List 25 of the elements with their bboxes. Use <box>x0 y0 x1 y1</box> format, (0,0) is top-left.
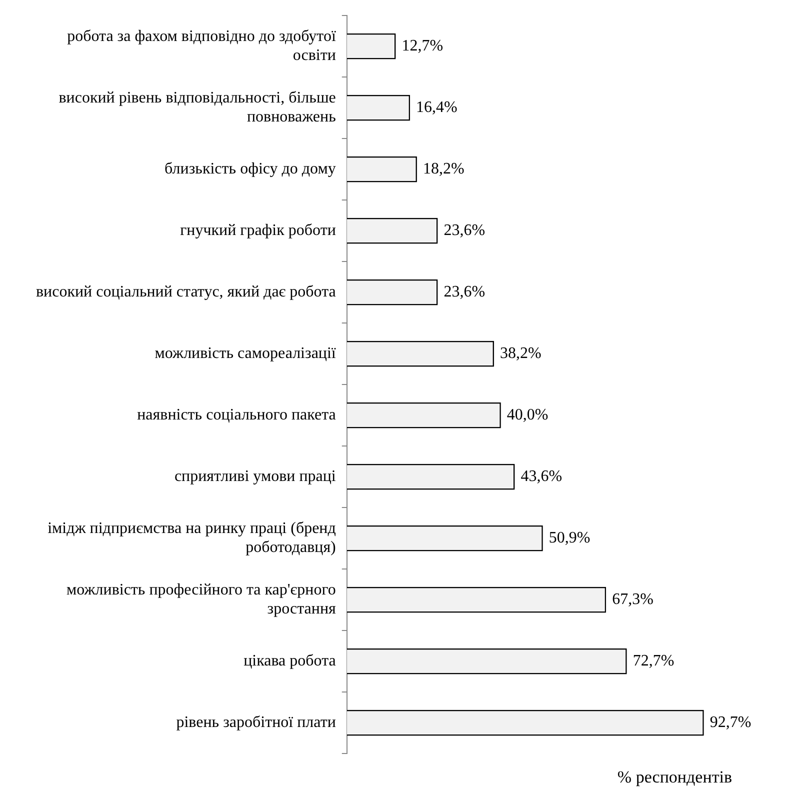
x-axis-title: % респондентів <box>617 767 732 786</box>
y-tick-label: близькість офісу до дому <box>164 160 336 178</box>
y-tick-label: сприятливі умови праці <box>174 468 336 486</box>
data-label: 40,0% <box>506 406 548 424</box>
y-tick-label: імідж підприємства на ринку праці (бренд роботодавця) <box>48 520 336 556</box>
data-label: 72,7% <box>632 652 674 670</box>
y-tick-label: високий соціальний статус, який дає робота <box>36 284 336 301</box>
data-label: 12,7% <box>402 38 444 55</box>
data-label: 23,6% <box>444 284 486 301</box>
data-label: 67,3% <box>612 591 654 608</box>
data-label: 43,6% <box>520 468 562 486</box>
data-label: 92,7% <box>710 714 752 732</box>
y-tick-label: робота за фахом відповідно до здобутої освіти <box>67 28 336 64</box>
y-tick-label: рівень заробітної плати <box>176 714 336 732</box>
y-tick-label: гнучкий графік роботи <box>180 222 336 240</box>
data-label: 50,9% <box>548 530 590 547</box>
y-tick-label: наявність соціального пакета <box>137 406 336 424</box>
y-tick-label: можливість самореалізації <box>154 345 336 362</box>
data-label: 38,2% <box>500 345 542 362</box>
y-tick-label: високий рівень відповідальності, більше повноважень <box>58 89 336 126</box>
data-label: 18,2% <box>422 160 464 178</box>
data-label: 23,6% <box>444 222 486 240</box>
y-tick-label: можливість професійного та кар'єрного зростання <box>66 581 337 618</box>
data-label: 16,4% <box>416 99 458 116</box>
y-tick-label: цікава робота <box>244 652 336 670</box>
